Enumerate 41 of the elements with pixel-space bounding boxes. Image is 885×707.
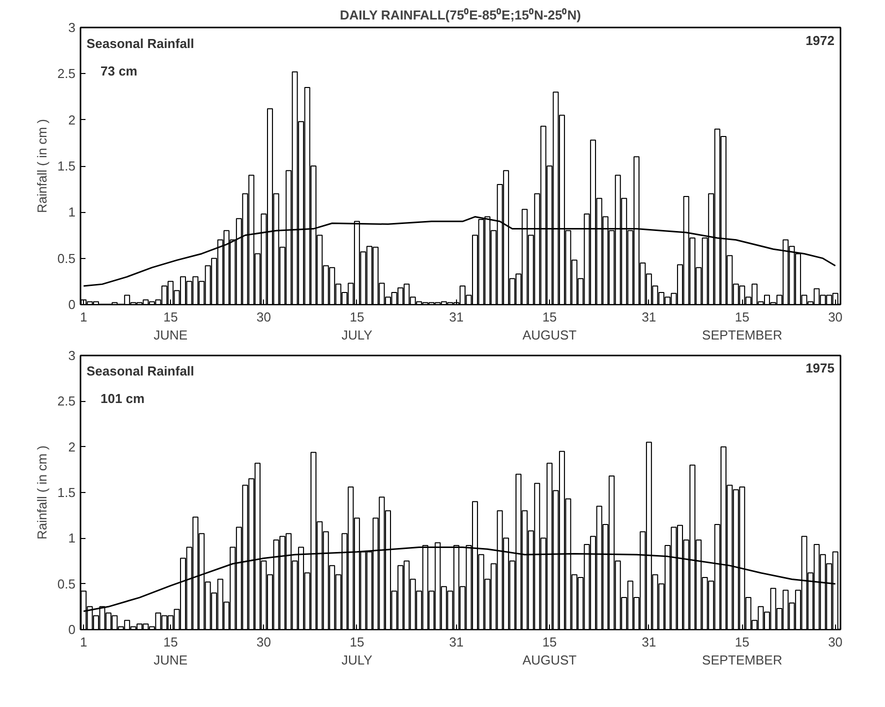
x-tick-label: 1 [80, 310, 88, 324]
x-tick-label: 15 AUGUST [522, 634, 577, 668]
x-tick-label: 15 JUNE [154, 634, 188, 668]
annotation: 101 cm [100, 391, 145, 406]
x-tick-label: 15 JULY [342, 310, 373, 342]
x-tick-label: 15 JUNE [154, 310, 188, 342]
annotation: Seasonal Rainfall [86, 364, 194, 379]
y-tick-label: 0.5 [57, 576, 76, 592]
x-tick-label: 15 SEPTEMBER [702, 310, 782, 342]
y-tick-label: 3 [68, 20, 76, 35]
y-tick-label: 2 [68, 112, 76, 128]
y-tick-label: 0 [68, 297, 76, 312]
x-tick-label: 31 [449, 634, 464, 650]
x-tick-label: 31 [642, 634, 656, 650]
y-axis-title: Rainfall ( in cm ) [34, 119, 50, 213]
y-tick-label: 2.5 [57, 394, 76, 409]
y-tick-label: 2 [68, 439, 76, 454]
y-tick-label: 1 [68, 204, 76, 220]
x-tick-label: 31 [449, 310, 464, 324]
y-tick-label: 1 [68, 530, 76, 546]
annotation: 1972 [806, 32, 834, 48]
x-tick-label: 15 SEPTEMBER [702, 634, 782, 668]
x-tick-label: 1 [80, 634, 88, 650]
x-tick-label: 15 JULY [342, 634, 373, 668]
y-tick-label: 0.5 [57, 250, 76, 266]
x-tick-label: 30 [256, 634, 272, 650]
y-tick-label: 3 [68, 348, 76, 363]
x-tick-label: 31 [642, 310, 656, 324]
chart-title: DAILY RAINFALL(75⁰E-85⁰E;15⁰N-25⁰N) [340, 8, 581, 22]
y-tick-label: 1.5 [57, 158, 76, 174]
annotation: 1975 [806, 360, 834, 376]
y-tick-label: 2.5 [57, 66, 76, 82]
x-tick-label: 30 [828, 310, 843, 324]
y-tick-label: 1.5 [57, 485, 76, 500]
y-axis-title: Rainfall ( in cm ) [34, 446, 50, 540]
x-tick-label: 15 AUGUST [522, 310, 577, 342]
x-tick-label: 30 [828, 634, 843, 650]
x-tick-label: 30 [256, 310, 272, 324]
annotation: 73 cm [100, 64, 138, 79]
y-tick-label: 0 [68, 622, 76, 637]
annotation: Seasonal Rainfall [86, 36, 194, 51]
